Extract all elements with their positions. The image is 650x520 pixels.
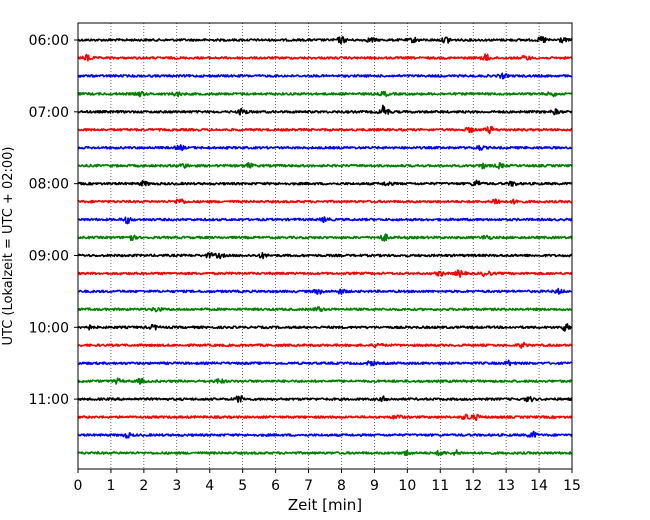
seismic-trace (77, 104, 573, 116)
x-tick-label: 12 (464, 478, 482, 494)
seismic-trace (77, 216, 573, 225)
seismic-trace (77, 144, 573, 151)
x-tick-label: 15 (563, 478, 581, 494)
x-tick-label: 1 (106, 478, 115, 494)
seismic-trace (77, 306, 573, 313)
seismic-trace (77, 269, 573, 278)
seismic-trace (77, 90, 573, 98)
seismic-trace (77, 125, 573, 135)
seismic-trace (77, 198, 573, 205)
x-axis-title: Zeit [min] (288, 496, 362, 514)
y-tick-label: 10:00 (29, 320, 69, 336)
seismic-trace (77, 377, 573, 385)
x-tick-label: 0 (74, 478, 83, 494)
y-axis-title: UTC (Lokalzeit = UTC + 02:00) (1, 147, 16, 346)
trace-group (77, 35, 573, 457)
x-tick-label: 14 (530, 478, 548, 494)
y-axis: 06:00 07:00 08:00 09:00 10:00 11:00 (29, 33, 78, 408)
y-tick-label: 07:00 (29, 105, 69, 121)
y-tick-label: 06:00 (29, 33, 69, 49)
seismic-trace (77, 323, 573, 332)
x-tick-label: 13 (497, 478, 515, 494)
x-axis: 0 1 2 3 4 5 6 7 8 9 10 11 12 13 14 15 (74, 469, 581, 494)
seismic-trace (77, 72, 573, 80)
seismic-trace (77, 179, 573, 187)
plot-frame (77, 22, 573, 470)
y-tick-label: 11:00 (29, 392, 69, 408)
seismic-trace (77, 251, 573, 260)
seismic-trace (77, 35, 573, 45)
seismic-trace (77, 395, 573, 403)
seismic-trace (77, 287, 573, 296)
seismic-trace (77, 413, 573, 421)
y-tick-label: 09:00 (29, 248, 69, 264)
seismic-trace (77, 341, 573, 349)
seismic-trace (77, 162, 573, 170)
x-tick-label: 5 (238, 478, 247, 494)
seismic-trace (77, 233, 573, 242)
x-tick-label: 2 (139, 478, 148, 494)
seismic-trace (77, 359, 573, 367)
x-tick-label: 10 (398, 478, 416, 494)
x-tick-label: 11 (431, 478, 449, 494)
x-tick-label: 8 (337, 478, 346, 494)
y-tick-label: 08:00 (29, 177, 69, 193)
x-tick-label: 4 (205, 478, 214, 494)
x-tick-label: 3 (172, 478, 181, 494)
x-tick-label: 9 (370, 478, 379, 494)
x-tick-label: 6 (271, 478, 280, 494)
x-tick-label: 7 (304, 478, 313, 494)
seismic-trace (77, 430, 573, 439)
seismic-trace (77, 449, 573, 457)
seismic-trace (77, 53, 573, 62)
